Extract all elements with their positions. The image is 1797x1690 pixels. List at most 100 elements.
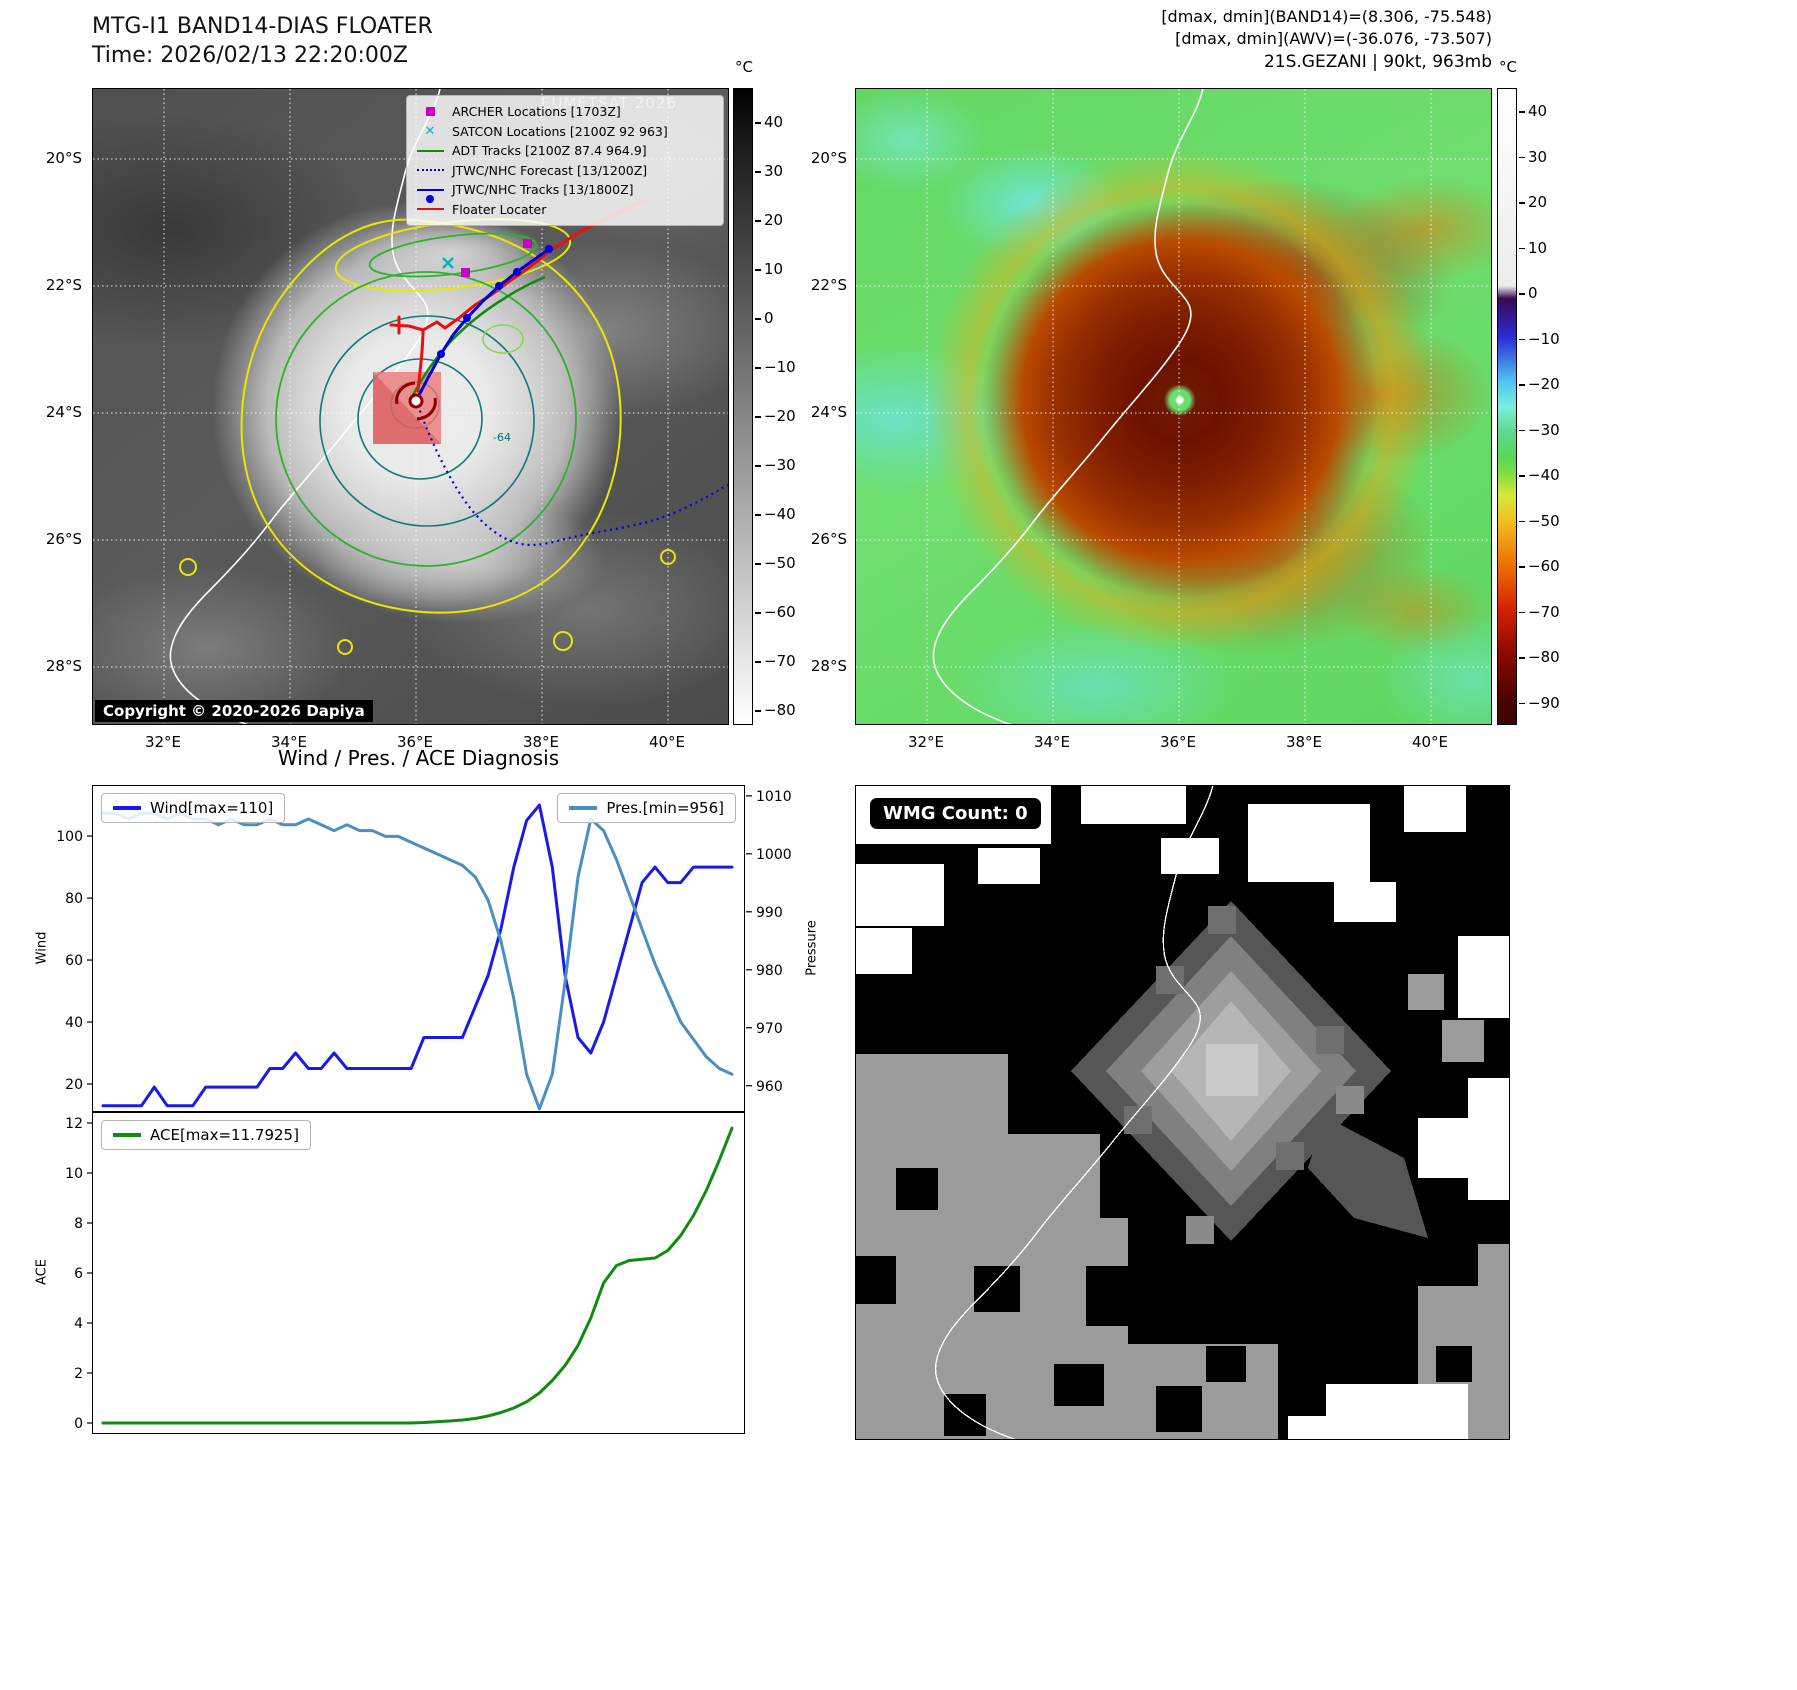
band14-title: MTG-I1 BAND14-DIAS FLOATER xyxy=(92,14,433,39)
lon-tick-label: 40°E xyxy=(1411,733,1449,751)
wmg-image xyxy=(856,786,1509,1439)
colorbar-tick-mark xyxy=(1519,202,1525,204)
colorbar-tick-label: −80 xyxy=(764,701,796,719)
band14-map: -64 EUMETSAT 2 xyxy=(92,88,729,725)
axis-tick-label: 990 xyxy=(756,905,783,921)
band14-colorbar xyxy=(733,88,753,725)
axis-tick-label: 6 xyxy=(74,1266,83,1282)
colorbar-tick-mark xyxy=(1519,702,1525,704)
colorbar-tick-mark xyxy=(1519,475,1525,477)
wind-legend-line xyxy=(113,806,141,810)
colorbar-tick-mark xyxy=(755,710,761,712)
lon-tick-label: 32°E xyxy=(144,733,182,751)
lat-tick-label: 28°S xyxy=(810,657,847,675)
axis-tick-label: 960 xyxy=(756,1079,783,1095)
awv-lat-axis: 20°S 22°S 24°S 26°S 28°S xyxy=(801,88,851,725)
axis-tick-label: 980 xyxy=(756,963,783,979)
floater-track-branch xyxy=(416,328,425,393)
colorbar-tick-label: −30 xyxy=(1528,420,1560,439)
colorbar-tick-mark xyxy=(755,220,761,222)
awv-header: [dmax, dmin](BAND14)=(8.306, -75.548) [d… xyxy=(990,6,1492,75)
colorbar-tick-label: 20 xyxy=(764,211,784,229)
awv-colorbar-ticks: 40 30 20 10 0 −10 −20 −30 −40 −50 −60 −70 −80 −90 xyxy=(1519,88,1565,725)
line-marker-icon xyxy=(415,188,445,203)
lon-tick-label: 32°E xyxy=(907,733,945,751)
diagnosis-title: Wind / Pres. / ACE Diagnosis xyxy=(277,746,560,770)
axis-tick-label: 970 xyxy=(756,1021,783,1037)
colorbar-tick-mark xyxy=(755,514,761,516)
colorbar-tick-label: 10 xyxy=(1528,238,1548,257)
line-marker-icon xyxy=(415,169,445,172)
coastline xyxy=(169,89,441,724)
wind-legend: Wind[max=110] xyxy=(101,793,286,823)
x-marker-icon: ✕ xyxy=(424,123,436,139)
contour-value-label: -64 xyxy=(493,431,511,444)
colorbar-tick-label: 40 xyxy=(1528,102,1548,120)
legend-label: JTWC/NHC Tracks [13/1800Z] xyxy=(452,182,634,198)
colorbar-tick-mark xyxy=(1519,111,1525,113)
legend-label: JTWC/NHC Forecast [13/1200Z] xyxy=(452,162,648,178)
lon-tick-label: 34°E xyxy=(270,733,308,751)
colorbar-tick-mark xyxy=(1519,429,1525,431)
colorbar-tick-label: 30 xyxy=(1528,147,1548,166)
colorbar-tick-mark xyxy=(1519,338,1525,340)
band14-lon-axis: 32°E 34°E 36°E 38°E 40°E xyxy=(92,731,729,753)
axis-tick-label: 0 xyxy=(74,1416,83,1432)
square-marker-icon xyxy=(415,107,445,117)
wind-pressure-plot: 100 80 60 40 20 1010 1000 990 980 970 960 xyxy=(56,789,792,1111)
band14-legend: ARCHER Locations [1703Z] ✕ SATCON Location… xyxy=(406,95,724,226)
satcon-marker xyxy=(442,257,454,269)
storm-info: 21S.GEZANI | 90kt, 963mb xyxy=(1263,51,1492,72)
colorbar-tick-mark xyxy=(755,171,761,173)
awv-map xyxy=(855,88,1492,725)
colorbar-tick-label: −20 xyxy=(1528,375,1560,393)
colorbar-tick-label: −10 xyxy=(1528,329,1560,348)
band14-title-block: MTG-I1 BAND14-DIAS FLOATER Time: 2026/02… xyxy=(92,12,433,70)
colorbar-tick-mark xyxy=(1519,156,1525,158)
ace-legend-label: ACE[max=11.7925] xyxy=(150,1126,299,1144)
jtwc-track xyxy=(415,247,550,400)
legend-label: SATCON Locations [2100Z 92 963] xyxy=(452,123,668,139)
band14-lat-axis: 20°S 22°S 24°S 26°S 28°S xyxy=(36,88,86,725)
axis-tick-label: 4 xyxy=(74,1316,83,1332)
colorbar-tick-mark xyxy=(755,661,761,663)
colorbar-tick-mark xyxy=(755,122,761,124)
colorbar-tick-label: 40 xyxy=(764,113,784,131)
lon-tick-label: 36°E xyxy=(396,733,434,751)
wind-legend-label: Wind[max=110] xyxy=(150,799,274,817)
colorbar-tick-mark xyxy=(1519,293,1525,295)
colorbar-tick-mark xyxy=(755,416,761,418)
legend-item: JTWC/NHC Tracks [13/1800Z] xyxy=(415,180,715,203)
colorbar-tick-label: 0 xyxy=(764,309,774,327)
axis-tick-label: 1010 xyxy=(756,789,792,805)
colorbar-tick-mark xyxy=(1519,247,1525,249)
coastline xyxy=(932,89,1204,724)
wind-pressure-chart: 100 80 60 40 20 1010 1000 990 980 970 960 Wind[max… xyxy=(56,785,792,1112)
axis-tick-label: 12 xyxy=(65,1116,83,1132)
series-line xyxy=(101,803,734,1108)
axis-tick-label: 20 xyxy=(65,1077,83,1093)
lat-tick-label: 26°S xyxy=(45,530,82,548)
series-line xyxy=(101,1126,734,1425)
colorbar-tick-mark xyxy=(1519,657,1525,659)
colorbar-tick-label: −10 xyxy=(764,358,796,376)
awv-overlay xyxy=(856,89,1491,724)
copyright-label: Copyright © 2020-2026 Dapiya xyxy=(95,700,373,722)
colorbar-tick-label: −60 xyxy=(1528,557,1560,575)
colorbar-tick-mark xyxy=(1519,520,1525,522)
wmg-black-holes xyxy=(856,1168,1472,1436)
series-line xyxy=(101,811,734,1111)
band14-colorbar-unit: °C xyxy=(735,58,753,76)
colorbar-tick-label: −80 xyxy=(1528,648,1560,666)
floater-analysis-box-shade xyxy=(373,372,441,444)
awv-lon-axis: 32°E 34°E 36°E 38°E 40°E xyxy=(855,731,1492,753)
legend-label: Floater Locater xyxy=(452,201,547,217)
archer-markers xyxy=(461,239,532,277)
wind-axis-label: Wind xyxy=(34,931,50,965)
colorbar-tick-label: 0 xyxy=(1528,284,1538,302)
band14-time: Time: 2026/02/13 22:20:00Z xyxy=(92,43,408,69)
colorbar-tick-label: −40 xyxy=(1528,466,1560,484)
lat-tick-label: 20°S xyxy=(810,149,847,167)
coastline xyxy=(934,786,1214,1439)
